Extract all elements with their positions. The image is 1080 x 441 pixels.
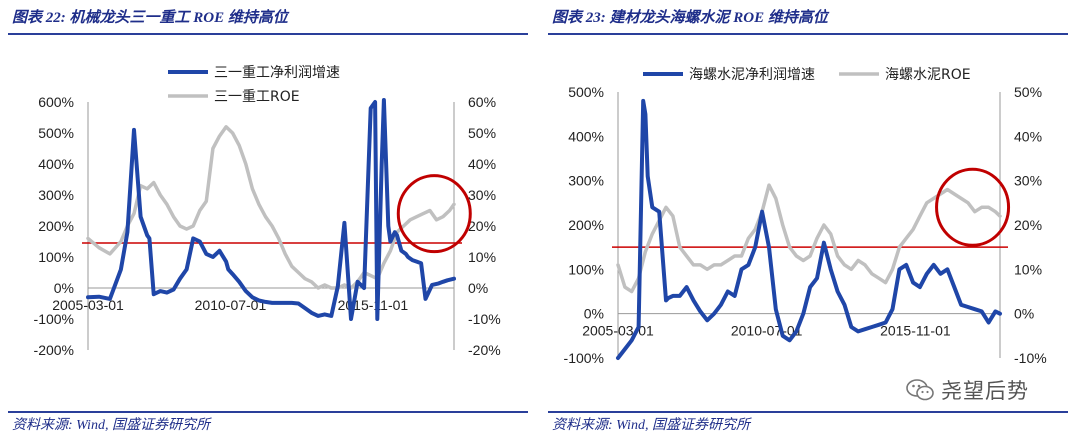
- y-left-tick-label: 400%: [568, 128, 604, 144]
- y-left-tick-label: 0%: [584, 306, 604, 322]
- legend-label: 三一重工净利润增速: [214, 65, 340, 81]
- y-right-tick-label: 0%: [468, 280, 488, 296]
- x-tick-label: 2015-11-01: [880, 323, 951, 339]
- watermark: 尧望后势: [905, 375, 1029, 405]
- y-right-tick-label: 60%: [468, 94, 496, 110]
- y-right-tick-label: -10%: [1014, 350, 1047, 366]
- highlight-circle: [396, 174, 472, 254]
- chart-caption: 图表 23: 建材龙头海螺水泥 ROE 维持高位: [552, 10, 828, 26]
- series-line-1: [616, 183, 1002, 294]
- y-left-tick-label: -200%: [34, 342, 74, 358]
- chart-1: -100% 0% 100% 200% 300% 400% 500% -10% 0% 10% 20% 3…: [564, 67, 1047, 366]
- legend: 海螺水泥净利润增速 海螺水泥ROE: [643, 67, 971, 83]
- y-right-tick-label: 30%: [468, 187, 496, 203]
- y-left-tick-label: 200%: [38, 218, 74, 234]
- series-line-0: [616, 98, 1002, 360]
- source-rule: [548, 411, 1068, 413]
- series-line-0: [86, 98, 456, 321]
- y-right-tick-label: 50%: [1014, 84, 1042, 100]
- chart-panel-right: 图表 23: 建材龙头海螺水泥 ROE 维持高位 -100% 0% 100% 200%…: [548, 0, 1068, 441]
- y-right-tick-label: 10%: [468, 249, 496, 265]
- chart-0: -200% -100% 0% 100% 200% 300% 400% 500% 600% -20%…: [34, 65, 501, 358]
- source-note: 资料来源: Wind, 国盛证券研究所: [12, 418, 210, 433]
- caption-rule: [548, 33, 1068, 35]
- chart-caption: 图表 22: 机械龙头三一重工 ROE 维持高位: [12, 10, 288, 26]
- y-left-tick-label: 500%: [38, 125, 74, 141]
- y-right-tick-label: 40%: [468, 156, 496, 172]
- x-tick-label: 2005-03-01: [52, 297, 124, 313]
- y-left-tick-label: 0%: [54, 280, 74, 296]
- y-left-tick-label: 200%: [568, 217, 604, 233]
- wechat-icon: [906, 379, 934, 401]
- x-tick-label: 2005-03-01: [582, 323, 654, 339]
- highlight-circle: [935, 167, 1011, 247]
- chart-panel-left: 图表 22: 机械龙头三一重工 ROE 维持高位 -200% -100% 0% 100…: [8, 0, 528, 441]
- y-left-tick-label: 500%: [568, 84, 604, 100]
- y-right-tick-label: -20%: [468, 342, 501, 358]
- caption-rule: [8, 33, 528, 35]
- legend-label: 三一重工ROE: [214, 89, 300, 105]
- x-tick-label: 2010-07-01: [731, 323, 803, 339]
- y-left-tick-label: 300%: [568, 173, 604, 189]
- y-right-tick-label: 20%: [1014, 217, 1042, 233]
- source-note: 资料来源: Wind, 国盛证券研究所: [552, 418, 750, 433]
- y-right-tick-label: 40%: [1014, 128, 1042, 144]
- y-left-tick-label: 400%: [38, 156, 74, 172]
- y-right-tick-label: 30%: [1014, 173, 1042, 189]
- y-left-tick-label: 100%: [38, 249, 74, 265]
- y-left-tick-label: 600%: [38, 94, 74, 110]
- y-right-tick-label: 0%: [1014, 306, 1034, 322]
- y-left-tick-label: 300%: [38, 187, 74, 203]
- legend-label: 海螺水泥ROE: [885, 67, 971, 83]
- x-tick-label: 2010-07-01: [195, 297, 267, 313]
- y-left-tick-label: 100%: [568, 261, 604, 277]
- y-right-tick-label: 20%: [468, 218, 496, 234]
- legend-label: 海螺水泥净利润增速: [689, 67, 815, 83]
- y-left-tick-label: -100%: [564, 350, 604, 366]
- watermark-text: 尧望后势: [941, 379, 1029, 403]
- y-right-tick-label: 50%: [468, 125, 496, 141]
- y-left-tick-label: -100%: [34, 311, 74, 327]
- y-right-tick-label: 10%: [1014, 261, 1042, 277]
- y-right-tick-label: -10%: [468, 311, 501, 327]
- source-rule: [8, 411, 528, 413]
